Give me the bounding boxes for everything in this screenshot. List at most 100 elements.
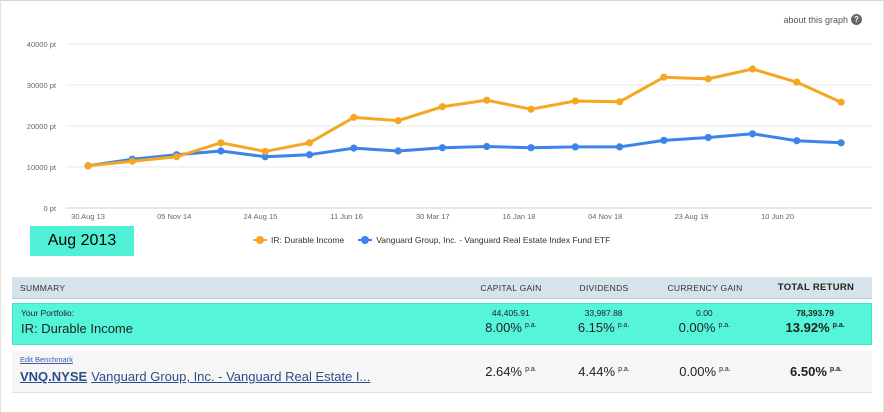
data-point-benchmark[interactable]	[571, 143, 579, 151]
data-point-portfolio[interactable]	[704, 75, 712, 83]
portfolio-label-cell: Your Portfolio: IR: Durable Income	[13, 304, 464, 344]
header-total-return: TOTAL RETURN	[777, 282, 855, 293]
series-line-portfolio	[87, 67, 842, 168]
data-point-portfolio[interactable]	[793, 78, 801, 86]
data-point-portfolio[interactable]	[305, 139, 314, 147]
header-currency-gain: CURRENCY GAIN	[667, 282, 743, 293]
pa-label: p.a.	[829, 365, 842, 373]
data-point-benchmark[interactable]	[616, 143, 624, 151]
x-tick-label: 16 Jan 18	[503, 212, 536, 221]
date-badge: Aug 2013	[30, 226, 134, 256]
x-tick-label: 24 Aug 15	[244, 212, 278, 221]
data-point-portfolio[interactable]	[527, 105, 535, 113]
x-tick-label: 04 Nov 18	[588, 212, 622, 221]
data-point-portfolio[interactable]	[173, 153, 181, 161]
question-icon: ?	[851, 14, 862, 25]
portfolio-total-return-value: 78,393.79	[796, 308, 835, 318]
x-tick-label: 10 Jun 20	[761, 212, 794, 221]
y-tick-label: 40000 pt	[27, 40, 57, 49]
benchmark-total-return: 6.50% p.a.	[760, 351, 872, 392]
pa-label: p.a.	[719, 365, 731, 373]
header-capital-gain: CAPITAL GAIN	[480, 282, 542, 293]
about-graph-label: about this graph	[783, 14, 848, 25]
y-tick-label: 10000 pt	[27, 163, 57, 172]
data-point-portfolio[interactable]	[350, 113, 358, 121]
header-summary: SUMMARY	[20, 282, 66, 293]
benchmark-dividends-pct: 4.44%	[578, 364, 616, 379]
x-tick-label: 05 Nov 14	[157, 212, 191, 221]
data-point-portfolio[interactable]	[84, 162, 92, 170]
edit-benchmark-link[interactable]: Edit Benchmark	[20, 355, 73, 364]
about-graph-link[interactable]: about this graph ?	[783, 14, 862, 25]
legend-label-benchmark: Vanguard Group, Inc. - Vanguard Real Est…	[376, 235, 611, 245]
data-point-portfolio[interactable]	[837, 98, 845, 106]
data-point-portfolio[interactable]	[483, 96, 491, 104]
portfolio-caption: Your Portfolio:	[21, 308, 75, 318]
benchmark-name-link[interactable]: Vanguard Group, Inc. - Vanguard Real Est…	[91, 369, 371, 384]
benchmark-label-cell: Edit Benchmark VNQ.NYSE Vanguard Group, I…	[12, 351, 464, 392]
data-point-benchmark[interactable]	[527, 144, 535, 152]
data-point-portfolio[interactable]	[217, 139, 225, 147]
pa-label: p.a.	[524, 321, 537, 329]
portfolio-row: Your Portfolio: IR: Durable Income 44,40…	[12, 303, 872, 345]
summary-table: SUMMARY CAPITAL GAIN DIVIDENDS CURRENCY …	[12, 277, 872, 393]
legend-swatch-portfolio	[253, 236, 267, 244]
x-tick-label: 23 Aug 19	[675, 212, 709, 221]
data-point-portfolio[interactable]	[261, 147, 269, 156]
benchmark-dividends: 4.44% p.a.	[558, 351, 650, 392]
portfolio-currency-gain-pct: 0.00%	[678, 320, 716, 335]
chart-legend: IR: Durable Income Vanguard Group, Inc. …	[253, 235, 610, 245]
performance-chart: 0 pt 10000 pt 20000 pt 30000 pt 40000 pt 30 …	[27, 40, 872, 221]
data-point-benchmark[interactable]	[394, 147, 402, 155]
data-point-portfolio[interactable]	[128, 157, 136, 165]
legend-item-benchmark[interactable]: Vanguard Group, Inc. - Vanguard Real Est…	[358, 235, 610, 245]
data-point-benchmark[interactable]	[483, 142, 491, 151]
data-point-benchmark[interactable]	[305, 151, 314, 159]
data-point-portfolio[interactable]	[571, 97, 579, 105]
data-point-benchmark[interactable]	[261, 153, 269, 161]
portfolio-name: IR: Durable Income	[21, 321, 133, 336]
legend-label-portfolio: IR: Durable Income	[271, 235, 345, 245]
portfolio-capital-gain-value: 44,405.91	[491, 308, 530, 318]
benchmark-currency-gain-pct: 0.00%	[679, 364, 717, 379]
data-point-benchmark[interactable]	[350, 144, 358, 152]
data-point-benchmark[interactable]	[438, 144, 446, 152]
data-point-benchmark[interactable]	[704, 133, 712, 142]
portfolio-dividends-pct: 6.15%	[577, 320, 615, 335]
y-tick-label: 20000 pt	[27, 122, 57, 131]
benchmark-currency-gain: 0.00% p.a.	[650, 351, 760, 392]
data-point-portfolio[interactable]	[748, 65, 757, 73]
data-point-benchmark[interactable]	[217, 147, 225, 155]
pa-label: p.a.	[832, 321, 845, 329]
data-point-portfolio[interactable]	[660, 73, 668, 81]
portfolio-capital-gain: 44,405.91 8.00% p.a.	[464, 304, 558, 344]
data-point-benchmark[interactable]	[837, 139, 845, 147]
legend-swatch-benchmark	[358, 236, 373, 244]
series-line-benchmark	[87, 132, 842, 168]
y-tick-label: 30000 pt	[27, 81, 57, 90]
x-tick-label: 11 Jun 16	[330, 212, 362, 221]
legend-item-portfolio[interactable]: IR: Durable Income	[253, 235, 344, 245]
portfolio-dividends-value: 33,987.88	[584, 308, 623, 318]
pa-label: p.a.	[617, 321, 630, 329]
portfolio-currency-gain: 0.00 0.00% p.a.	[650, 304, 760, 344]
x-tick-label: 30 Mar 17	[416, 212, 450, 221]
data-point-benchmark[interactable]	[660, 136, 668, 144]
benchmark-row: Edit Benchmark VNQ.NYSE Vanguard Group, I…	[12, 351, 872, 393]
data-point-benchmark[interactable]	[748, 130, 757, 138]
data-point-portfolio[interactable]	[438, 103, 446, 111]
portfolio-dividends: 33,987.88 6.15% p.a.	[558, 304, 650, 344]
data-point-portfolio[interactable]	[394, 117, 402, 125]
portfolio-currency-gain-value: 0.00	[696, 308, 713, 318]
benchmark-ticker-link[interactable]: VNQ.NYSE	[20, 369, 88, 384]
frame-left	[0, 0, 4, 412]
portfolio-capital-gain-pct: 8.00%	[485, 320, 522, 335]
data-point-benchmark[interactable]	[793, 137, 801, 145]
header-dividends: DIVIDENDS	[579, 282, 629, 293]
benchmark-capital-gain-pct: 2.64%	[485, 364, 523, 379]
pa-label: p.a.	[718, 321, 731, 329]
portfolio-total-return: 78,393.79 13.92% p.a.	[759, 304, 871, 344]
y-tick-label: 0 pt	[43, 204, 56, 213]
x-tick-label: 30 Aug 13	[71, 212, 105, 221]
data-point-portfolio[interactable]	[616, 98, 624, 106]
